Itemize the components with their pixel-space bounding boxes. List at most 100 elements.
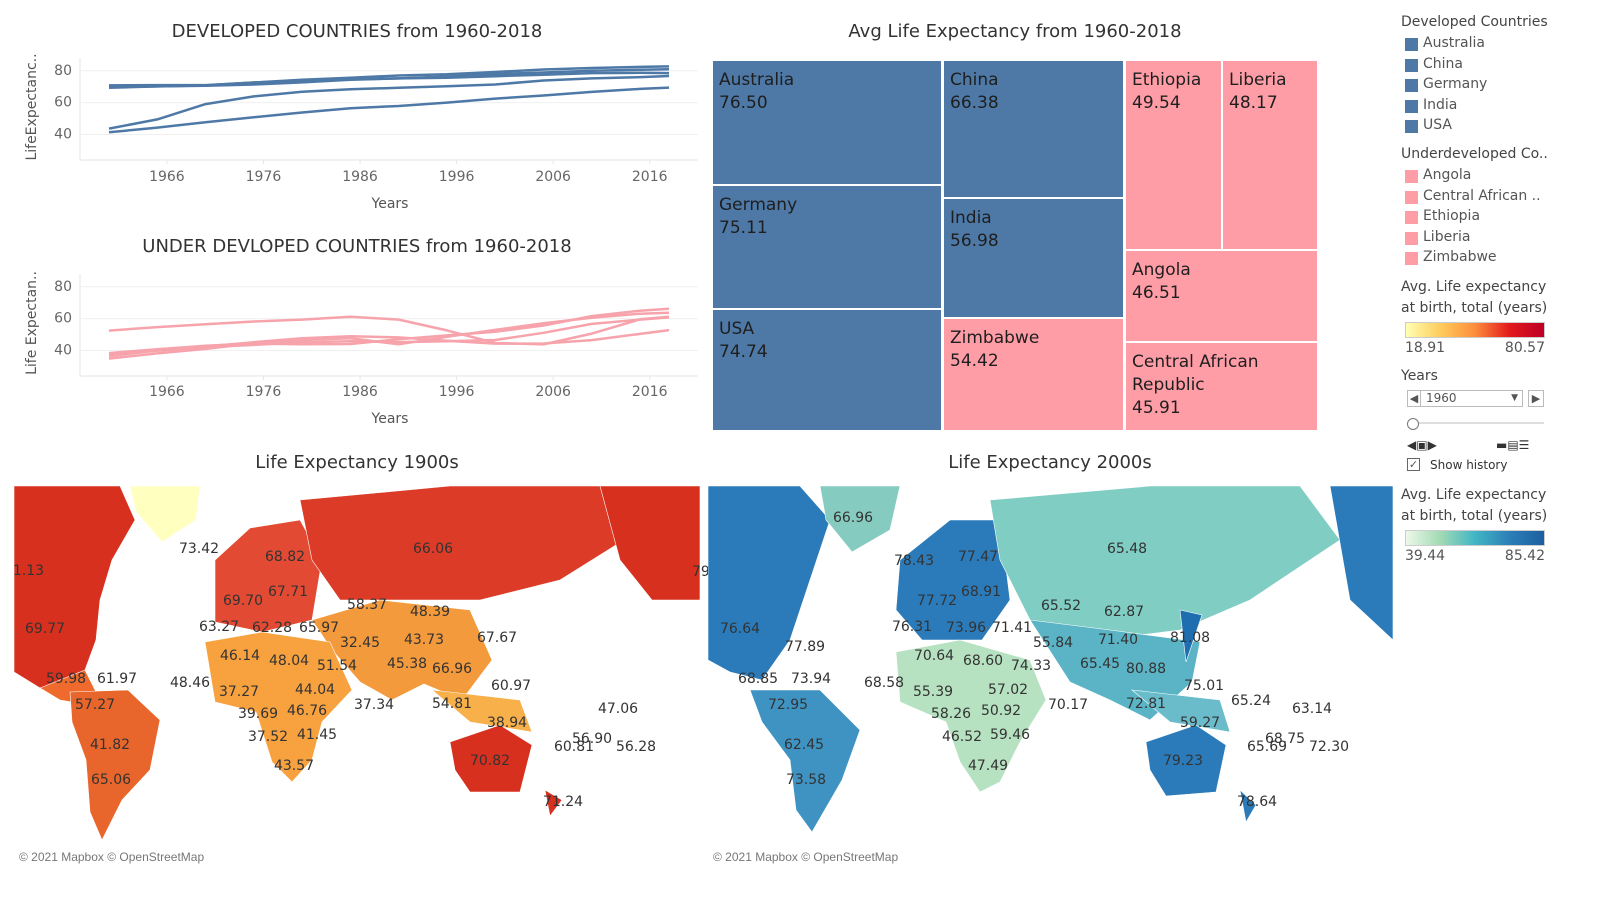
map-value-label: 73.96 bbox=[946, 620, 986, 636]
map-value-label: 73.94 bbox=[791, 671, 831, 687]
treemap-cell: USA 74.74 bbox=[712, 309, 942, 431]
slider-track bbox=[1412, 422, 1544, 424]
series-line bbox=[108, 71, 670, 89]
map-value-label: 66.96 bbox=[833, 510, 873, 526]
map-value-label: 65.45 bbox=[1080, 656, 1120, 672]
treemap-cell: Central African Republic 45.91 bbox=[1125, 342, 1318, 431]
speed-controls[interactable]: ▬▤☰ bbox=[1496, 438, 1530, 452]
playback-controls[interactable]: ◀▣▶ bbox=[1407, 438, 1437, 452]
map-value-label: 68.85 bbox=[738, 671, 778, 687]
map-value-label: 65.48 bbox=[1107, 541, 1147, 557]
treemap-cell: Angola 46.51 bbox=[1125, 250, 1318, 342]
country-region bbox=[1239, 789, 1257, 823]
map-value-label: 70.64 bbox=[914, 648, 954, 664]
map-value-label: 57.27 bbox=[75, 697, 115, 713]
x-tick-label: 1966 bbox=[149, 384, 185, 400]
y-tick-label: 80 bbox=[54, 279, 72, 295]
map-attribution: © 2021 Mapbox © OpenStreetMap bbox=[713, 850, 898, 864]
country-region bbox=[708, 486, 831, 681]
cell-value: 49.54 bbox=[1132, 93, 1181, 113]
legend-swatch bbox=[1405, 252, 1418, 265]
map-value-label: 65.97 bbox=[299, 620, 339, 636]
map-shapes bbox=[14, 486, 700, 841]
map-value-label: 69.70 bbox=[223, 593, 263, 609]
map-value-label: 48.46 bbox=[170, 675, 210, 691]
map-value-label: 62.45 bbox=[784, 737, 824, 753]
map-value-label: 75.01 bbox=[1184, 678, 1224, 694]
map-value-label: 80.88 bbox=[1126, 661, 1166, 677]
legend-label: Australia bbox=[1423, 35, 1485, 51]
cell-label: Liberia bbox=[1229, 70, 1287, 90]
slider-handle[interactable] bbox=[1407, 418, 1419, 430]
map-attribution: © 2021 Mapbox © OpenStreetMap bbox=[19, 850, 204, 864]
treemap-cell: China 66.38 bbox=[943, 60, 1124, 198]
map-value-label: 47.49 bbox=[968, 758, 1008, 774]
map-value-label: 72.81 bbox=[1126, 696, 1166, 712]
cell-value: 76.50 bbox=[719, 93, 768, 113]
treemap-cell: Ethiopia 49.54 bbox=[1125, 60, 1222, 250]
map-value-label: 66.96 bbox=[432, 661, 472, 677]
x-tick-label: 1996 bbox=[439, 384, 475, 400]
year-dropdown[interactable]: 1960 ▼ bbox=[1407, 390, 1523, 407]
map-value-label: 47.06 bbox=[598, 701, 638, 717]
x-tick-label: 1986 bbox=[342, 384, 378, 400]
country-region bbox=[204, 631, 353, 783]
chart-title: Life Expectancy 2000s bbox=[948, 452, 1152, 473]
treemap-cell: Australia 76.50 bbox=[712, 60, 942, 185]
map-value-label: 61.97 bbox=[97, 671, 137, 687]
map-value-label: 72.95 bbox=[768, 697, 808, 713]
map-value-label: 71.41 bbox=[992, 620, 1032, 636]
treemap-cell: Zimbabwe 54.42 bbox=[943, 318, 1124, 431]
color-legend-title: Avg. Life expectancy at birth, total (ye… bbox=[1401, 279, 1548, 316]
map-value-label: 48.39 bbox=[410, 604, 450, 620]
legend-label: Angola bbox=[1423, 167, 1472, 183]
y-axis-label: Life Expectan.. bbox=[24, 271, 40, 375]
country-region bbox=[431, 689, 533, 733]
country-region bbox=[544, 789, 563, 817]
map-value-label: 41.45 bbox=[297, 727, 337, 743]
next-button[interactable]: ▶ bbox=[1528, 390, 1544, 407]
x-tick-label: 2006 bbox=[535, 169, 571, 185]
cell-label: Angola bbox=[1132, 260, 1191, 280]
cell-value: 45.91 bbox=[1132, 398, 1181, 418]
prev-button[interactable]: ◀ bbox=[1407, 390, 1421, 407]
map-value-label: 68.82 bbox=[265, 549, 305, 565]
map-value-label: 74.33 bbox=[1011, 658, 1051, 674]
map-value-label: 77.47 bbox=[958, 549, 998, 565]
color-legend-title: Avg. Life expectancy at birth, total (ye… bbox=[1401, 487, 1548, 524]
legend-swatch bbox=[1405, 58, 1418, 72]
map-value-label: 37.52 bbox=[248, 729, 288, 745]
color-min-label: 18.91 bbox=[1405, 340, 1446, 356]
x-tick-label: 2016 bbox=[632, 384, 668, 400]
map-value-label: 71.13 bbox=[4, 563, 44, 579]
legend-label: USA bbox=[1423, 117, 1452, 133]
legend-title: Underdeveloped Co.. bbox=[1401, 146, 1548, 162]
map-value-label: 68.75 bbox=[1265, 731, 1305, 747]
map-value-label: 67.67 bbox=[477, 630, 517, 646]
map-value-label: 62.87 bbox=[1104, 604, 1144, 620]
cell-label: Germany bbox=[719, 195, 798, 215]
series-line bbox=[108, 74, 670, 130]
cell-value: 48.17 bbox=[1229, 93, 1278, 113]
map-value-label: 39.69 bbox=[238, 706, 278, 722]
cell-value: 74.74 bbox=[719, 342, 768, 362]
map-value-label: 66.06 bbox=[413, 541, 453, 557]
map-value-label: 45.38 bbox=[387, 656, 427, 672]
y-tick-label: 40 bbox=[54, 343, 72, 359]
series-line bbox=[108, 311, 670, 360]
country-region bbox=[749, 689, 861, 833]
map-value-label: 38.94 bbox=[487, 715, 527, 731]
cell-label: China bbox=[950, 70, 999, 90]
map-value-label: 68.58 bbox=[864, 675, 904, 691]
map-value-label: 79.23 bbox=[1163, 753, 1203, 769]
legend-swatch bbox=[1405, 231, 1418, 245]
checkbox[interactable]: ✓ bbox=[1407, 458, 1420, 471]
map-value-label: 48.04 bbox=[269, 653, 309, 669]
map-value-label: 78.43 bbox=[894, 553, 934, 569]
map-value-label: 76.64 bbox=[720, 621, 760, 637]
map-value-label: 55.39 bbox=[913, 684, 953, 700]
x-axis-label: Years bbox=[371, 411, 409, 427]
map-value-label: 60.97 bbox=[491, 678, 531, 694]
